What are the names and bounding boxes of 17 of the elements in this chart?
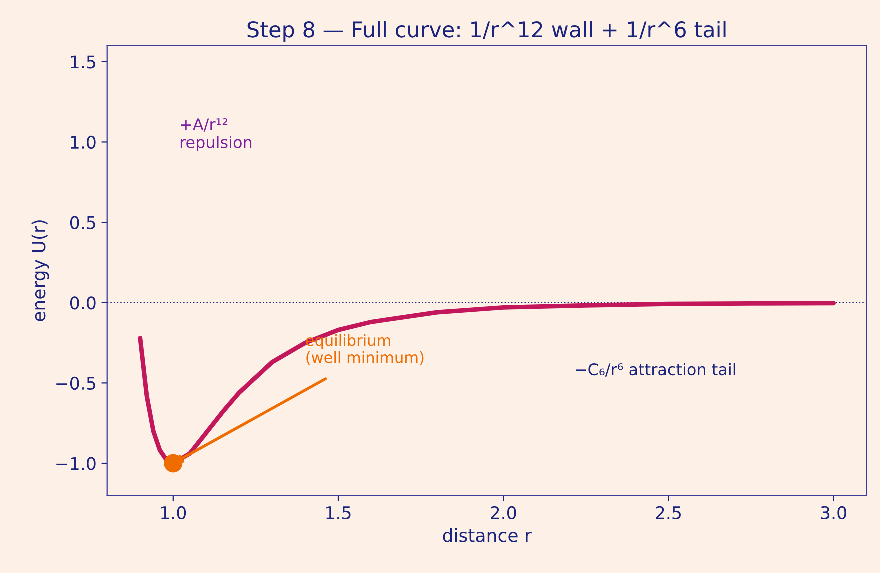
x-tick-label: 2.0 bbox=[491, 506, 516, 520]
x-axis-title: distance r bbox=[443, 528, 532, 542]
y-tick-label: 0.5 bbox=[70, 216, 96, 230]
x-tick-label: 1.0 bbox=[162, 506, 186, 520]
y-axis-title: energy U(r) bbox=[32, 220, 50, 322]
y-tick-label: −1.0 bbox=[56, 457, 96, 470]
annotation: −C₆/r⁶ attraction tail bbox=[576, 363, 736, 377]
annotation: equilibrium (well minimum) bbox=[306, 334, 424, 366]
x-tick-label: 2.5 bbox=[656, 506, 681, 520]
annotation: +A/r¹² repulsion bbox=[180, 118, 252, 152]
chart-title: Step 8 — Full curve: 1/r^12 wall + 1/r^6 tail bbox=[248, 21, 726, 42]
x-tick-label: 1.5 bbox=[326, 506, 351, 520]
y-tick-label: 1.0 bbox=[71, 136, 96, 150]
x-tick-label: 3.0 bbox=[821, 506, 846, 520]
y-tick-label: −0.5 bbox=[56, 376, 96, 390]
y-tick-label: 0.0 bbox=[70, 296, 96, 310]
y-tick-label: 1.5 bbox=[71, 56, 96, 69]
